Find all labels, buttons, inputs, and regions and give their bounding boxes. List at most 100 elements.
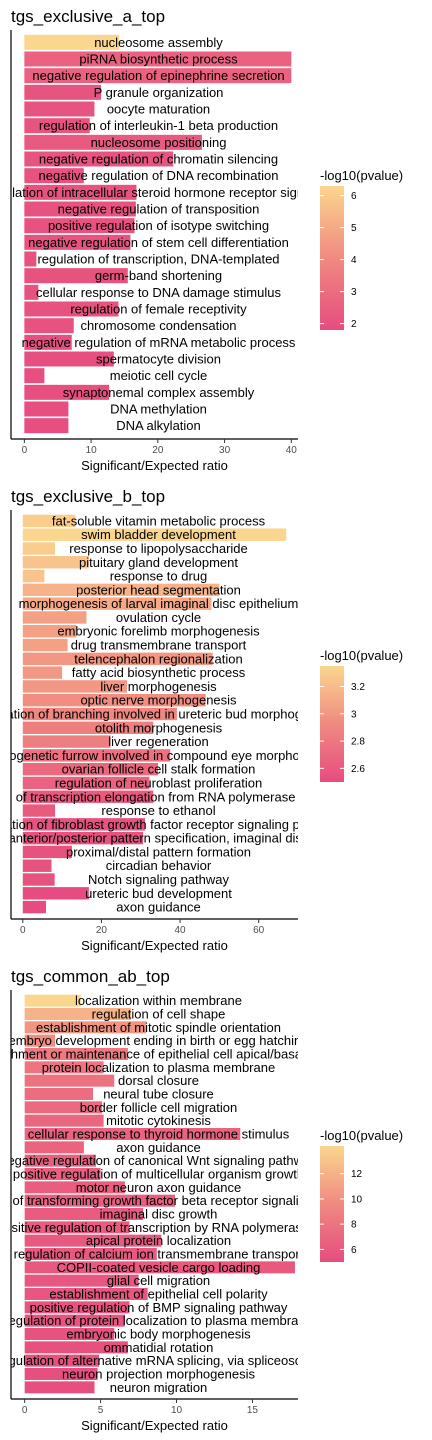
legend-tick-label: 10 — [351, 1194, 363, 1205]
legend: -log10(pvalue) 6 8 10 12 — [320, 1128, 403, 1262]
bar — [22, 514, 76, 528]
bar-label: swim bladder development — [81, 527, 236, 542]
bar-label: negative regulation of DNA recombination — [39, 168, 279, 183]
bar — [24, 184, 137, 200]
bar — [24, 1088, 94, 1100]
bar-label: localization within membrane — [75, 993, 242, 1008]
legend-tick-label: 6 — [351, 191, 357, 202]
bar-label: regulation of female receptivity — [70, 302, 247, 317]
bar — [22, 749, 171, 762]
bar-label: regulation of transforming growth factor… — [0, 1193, 366, 1208]
bar-label: spermatocyte division — [96, 352, 221, 367]
bar — [22, 831, 144, 845]
bar-label: embryo development ending in birth or eg… — [9, 1033, 309, 1048]
legend-colorbar — [320, 1146, 344, 1262]
legend-tick-label: 2.6 — [351, 764, 365, 775]
bar-label: synaptonemal complex assembly — [63, 385, 255, 400]
bar — [24, 51, 292, 67]
bar — [24, 168, 84, 184]
bar-label: fat-soluble vitamin metabolic process — [52, 513, 266, 528]
bar-label: embryonic body morphogenesis — [66, 1327, 251, 1342]
bar — [22, 666, 63, 679]
legend-tick-label: 3 — [351, 709, 357, 720]
bar-label: regulation of calcium ion transmembrane … — [14, 1247, 304, 1262]
bar — [24, 1261, 295, 1274]
bar-label: pituitary gland development — [79, 555, 238, 570]
bar-label: otolith morphogenesis — [95, 720, 223, 735]
x-tick-label: 20 — [96, 925, 108, 936]
bar-label: axon guidance — [116, 1140, 201, 1155]
bar-label: chromosome condensation — [80, 318, 236, 333]
bar — [22, 569, 45, 583]
bar — [24, 1048, 128, 1060]
x-tick-label: 10 — [171, 1405, 183, 1416]
bar-label: negative regulation of stem cell differe… — [28, 235, 289, 250]
bar — [24, 84, 102, 100]
bar-label: glial cell migration — [107, 1273, 210, 1288]
bar — [24, 1034, 56, 1047]
bar — [24, 1234, 162, 1247]
bar — [22, 818, 146, 831]
bar-label: COPII-coated vesicle cargo loading — [57, 1260, 261, 1275]
bar-label: ovarian follicle cell stalk formation — [62, 762, 256, 777]
legend-tick-label: 8 — [351, 1220, 357, 1231]
bar — [24, 201, 136, 217]
bar-label: regulation of transcription elongation f… — [0, 789, 363, 804]
bar-label: nucleosome assembly — [94, 35, 223, 50]
bar-label: neural tube closure — [103, 1087, 214, 1102]
bar-label: establishment of epithelial cell polarit… — [49, 1287, 268, 1302]
bar — [24, 1008, 131, 1020]
bar — [22, 707, 177, 721]
bar — [24, 1341, 128, 1354]
bar-label: DNA methylation — [110, 402, 207, 417]
x-tick-label: 60 — [253, 925, 265, 936]
bar-label: telencephalon regionalization — [74, 651, 242, 666]
bar-label: optic nerve morphogenesis — [80, 693, 237, 708]
chart-title: tgs_exclusive_b_top — [11, 487, 165, 506]
bar-label: regulation of protein localization to pl… — [4, 1313, 313, 1328]
bar — [24, 368, 45, 384]
bar-label: DNA alkylation — [116, 418, 201, 433]
bar-label: positive regulation of isotype switching — [48, 218, 269, 233]
bar — [24, 218, 135, 234]
bar — [24, 418, 69, 434]
bar — [24, 1248, 157, 1260]
bar — [24, 1274, 139, 1287]
bar — [22, 845, 72, 859]
legend-colorbar — [320, 186, 344, 330]
bar-label: cellular response to thyroid hormone sti… — [28, 1127, 290, 1142]
bar — [24, 68, 292, 84]
bar — [22, 556, 89, 569]
bar-label: anterior/posterior pattern specification… — [9, 831, 309, 846]
bar — [22, 680, 127, 693]
bar — [24, 351, 114, 367]
legend-colorbar — [320, 666, 344, 782]
x-axis-label: Significant/Expected ratio — [81, 1418, 228, 1433]
bar — [24, 101, 95, 117]
bar — [24, 994, 81, 1007]
bar-label: germ-band shortening — [95, 268, 222, 283]
bar — [22, 859, 52, 872]
bar-label: dorsal closure — [118, 1073, 199, 1088]
bar — [22, 735, 111, 748]
bar-label: Notch signaling pathway — [88, 872, 229, 887]
bar-label: negative regulation of mRNA metabolic pr… — [22, 335, 296, 350]
bar-label: apical protein localization — [86, 1233, 231, 1248]
bar — [24, 34, 120, 50]
legend: -log10(pvalue) 2 3 4 5 6 — [320, 168, 403, 330]
bar — [22, 694, 206, 707]
bar — [24, 284, 39, 300]
x-tick-label: 10 — [86, 445, 98, 456]
legend-tick-label: 4 — [351, 255, 357, 266]
x-axis-label: Significant/Expected ratio — [81, 458, 228, 473]
bar-label: negative regulation of intracellular ste… — [0, 185, 384, 200]
bar — [24, 1354, 100, 1367]
bar — [22, 721, 154, 734]
bar-label: meiotic cell cycle — [110, 368, 208, 383]
bar — [24, 1128, 241, 1140]
bar — [24, 1021, 147, 1034]
legend-tick-label: 6 — [351, 1245, 357, 1256]
chart-panel-2: tgs_exclusive_b_top fat-soluble vitamin m… — [0, 487, 403, 953]
bar — [22, 611, 87, 624]
x-tick-label: 0 — [22, 1405, 28, 1416]
